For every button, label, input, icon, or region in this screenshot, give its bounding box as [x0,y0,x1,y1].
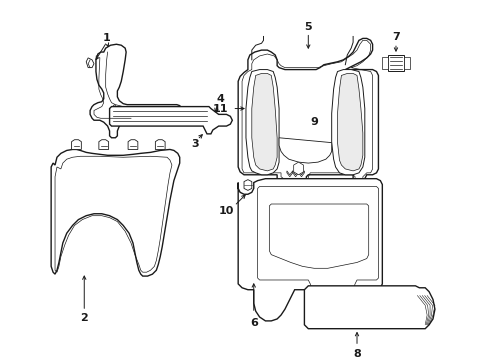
Polygon shape [292,171,298,177]
Polygon shape [279,138,331,163]
Polygon shape [293,162,303,175]
Text: 6: 6 [249,318,257,328]
Text: 7: 7 [391,32,399,42]
Polygon shape [238,39,378,186]
Polygon shape [238,179,382,321]
Polygon shape [403,57,409,69]
Polygon shape [331,69,364,175]
Polygon shape [99,140,108,149]
Polygon shape [382,57,387,69]
Polygon shape [109,107,232,134]
Text: 5: 5 [304,22,311,32]
Text: 10: 10 [218,206,234,216]
Polygon shape [128,140,138,149]
Text: 9: 9 [309,117,317,127]
Polygon shape [244,180,251,190]
Polygon shape [86,58,94,68]
Polygon shape [304,286,434,329]
Polygon shape [387,55,403,71]
Text: 3: 3 [191,139,199,149]
Polygon shape [90,44,182,138]
Text: 11: 11 [212,104,228,113]
Text: 8: 8 [352,349,360,359]
Polygon shape [298,171,304,177]
Polygon shape [251,73,277,171]
Polygon shape [112,105,116,114]
Polygon shape [71,140,81,149]
Polygon shape [51,149,180,276]
Text: 4: 4 [216,94,224,104]
Polygon shape [245,69,279,175]
Polygon shape [286,171,292,177]
Text: 1: 1 [102,33,110,44]
Text: 2: 2 [80,313,88,323]
Polygon shape [155,140,165,149]
Polygon shape [337,73,362,171]
